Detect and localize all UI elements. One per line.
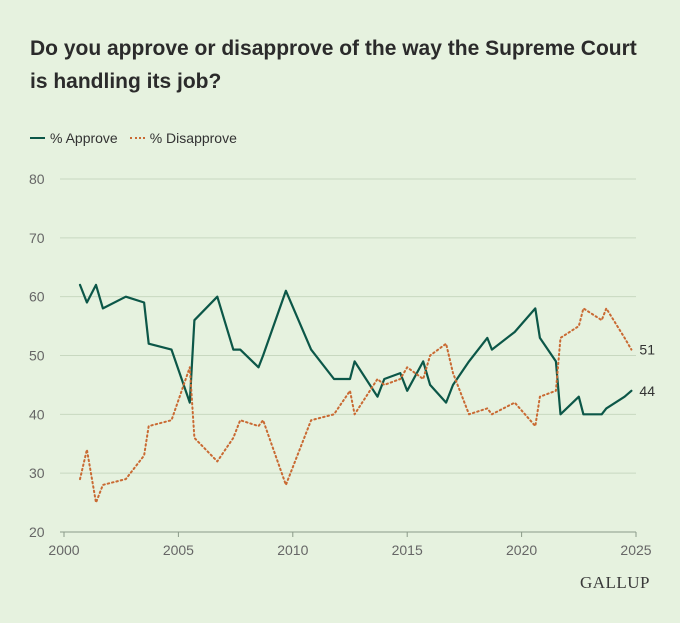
end-label-approve: 44 — [639, 383, 655, 399]
x-tick-label-2025: 2025 — [620, 542, 651, 558]
x-tick-label-2020: 2020 — [506, 542, 537, 558]
legend-swatch-disapprove — [129, 137, 145, 139]
gallup-logo: GALLUP — [579, 573, 650, 592]
legend-item-disapprove: % Disapprove — [129, 130, 237, 146]
y-tick-label-50: 50 — [29, 348, 45, 364]
x-tick-label-2010: 2010 — [277, 542, 308, 558]
legend-swatch-approve — [30, 137, 45, 139]
chart-legend: % Approve % Disapprove — [30, 128, 249, 148]
y-tick-label-40: 40 — [29, 406, 45, 422]
series-line-approve — [78, 283, 633, 416]
y-tick-label-30: 30 — [29, 465, 45, 481]
chart-title: Do you approve or disapprove of the way … — [30, 37, 637, 93]
y-tick-label-70: 70 — [29, 230, 45, 246]
x-tick-label-2000: 2000 — [48, 542, 79, 558]
series-line-disapprove — [79, 307, 633, 504]
x-tick-label-2005: 2005 — [163, 542, 194, 558]
y-tick-label-80: 80 — [29, 171, 45, 187]
x-tick-label-2015: 2015 — [392, 542, 423, 558]
legend-label-approve: % Approve — [50, 130, 118, 146]
legend-item-approve: % Approve — [30, 130, 118, 146]
end-label-disapprove: 51 — [639, 342, 655, 358]
y-tick-label-20: 20 — [29, 524, 45, 540]
legend-label-disapprove: % Disapprove — [149, 130, 237, 146]
y-tick-label-60: 60 — [29, 289, 45, 305]
